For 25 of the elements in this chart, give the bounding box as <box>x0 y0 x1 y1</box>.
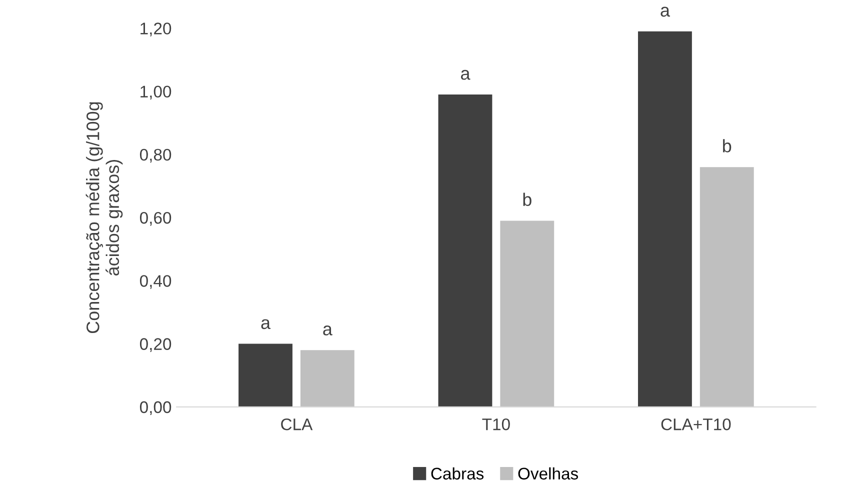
x-tick-label: CLA <box>281 418 313 430</box>
data-label: a <box>261 319 271 330</box>
y-tick-label: 1,00 <box>140 86 172 100</box>
x-tick-label: CLA+T10 <box>661 418 731 430</box>
data-label: a <box>660 6 670 17</box>
y-tick-label: 0,00 <box>140 401 172 416</box>
y-tick-label: 0,60 <box>140 212 172 226</box>
data-label: a <box>323 326 332 336</box>
bar <box>638 31 692 407</box>
data-label: b <box>723 139 732 152</box>
y-axis-title: Concentração média (g/100g ácidos graxos) <box>86 102 123 334</box>
data-label: b <box>523 192 532 206</box>
data-label: a <box>460 70 470 80</box>
bar <box>438 94 492 407</box>
legend-label: Ovelhas <box>518 467 578 480</box>
y-tick-label: 0,40 <box>140 275 172 289</box>
bar <box>238 344 292 407</box>
bar <box>500 220 554 407</box>
bar <box>700 167 754 407</box>
y-tick-label: 1,20 <box>140 22 172 36</box>
bar <box>300 350 354 407</box>
legend-label: Cabras <box>431 467 484 480</box>
x-tick-label: T10 <box>482 418 510 430</box>
y-tick-label: 0,80 <box>140 148 172 163</box>
y-tick-label: 0,20 <box>140 338 172 352</box>
